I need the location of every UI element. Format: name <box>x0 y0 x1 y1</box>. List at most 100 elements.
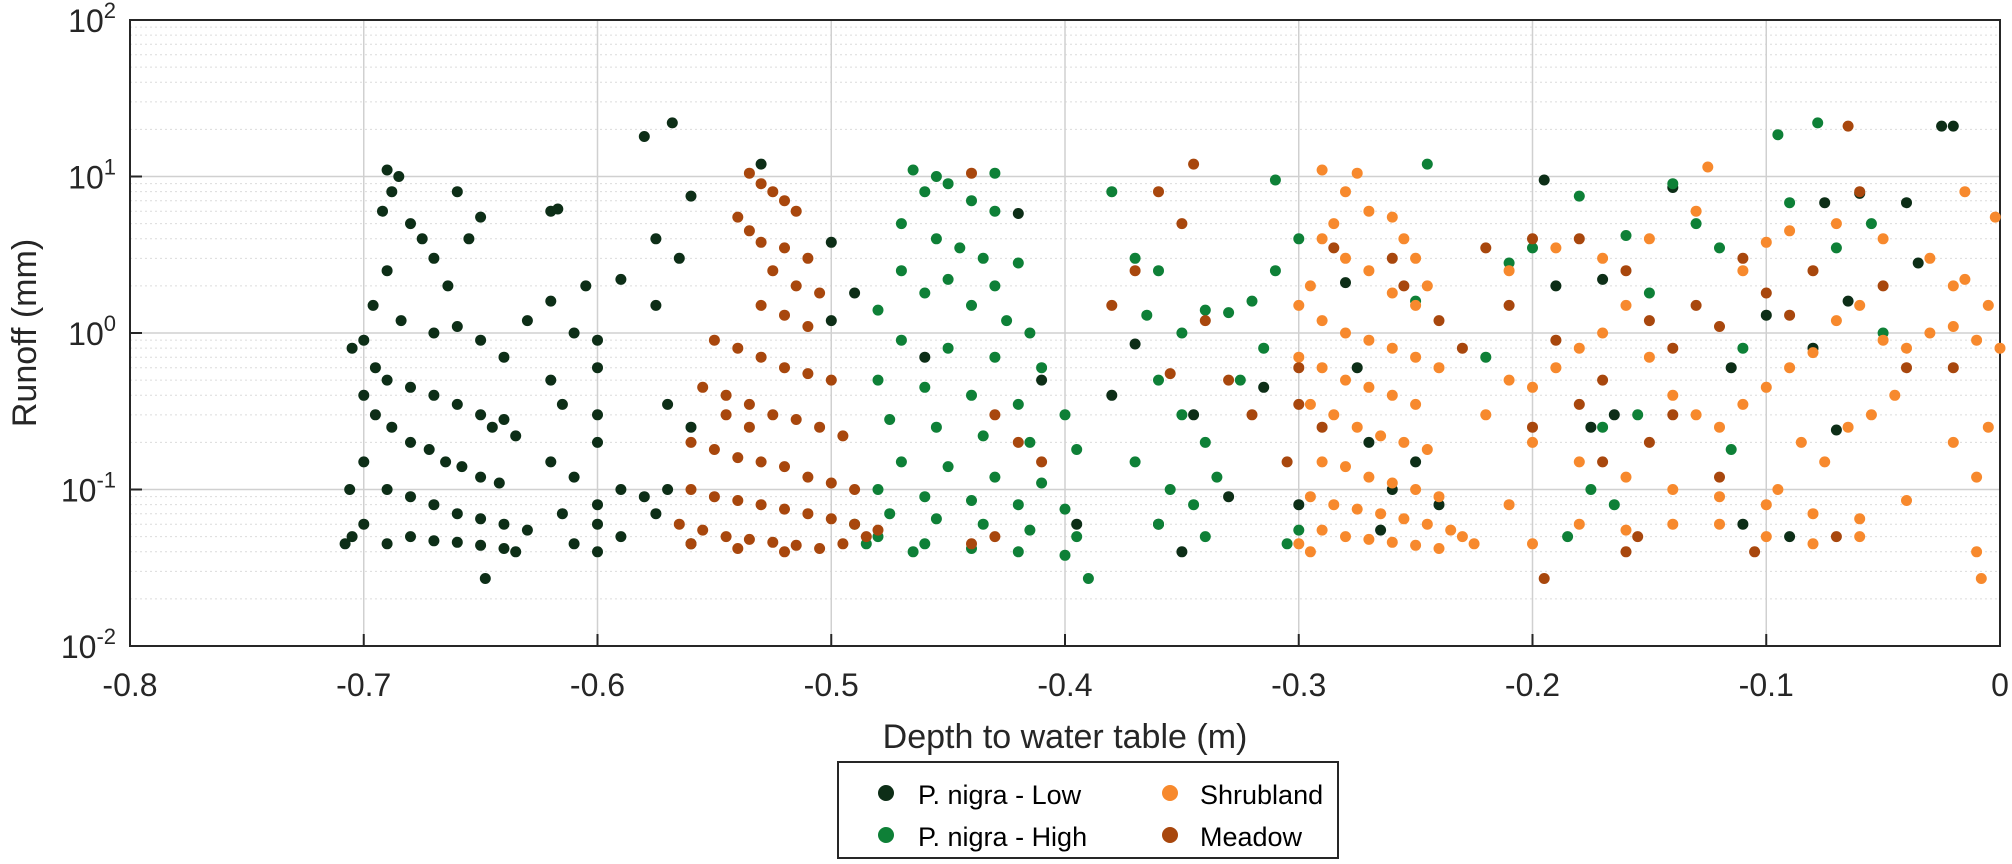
data-point <box>790 414 802 425</box>
data-point <box>1211 471 1223 483</box>
data-point <box>1819 197 1831 209</box>
data-point <box>930 233 942 245</box>
legend-box <box>837 761 1339 859</box>
data-point <box>1830 242 1842 254</box>
data-point <box>1456 342 1468 354</box>
data-point <box>1585 484 1597 495</box>
data-point <box>346 342 358 354</box>
y-tick-label: 10-1 <box>61 468 116 509</box>
data-point <box>1082 573 1094 584</box>
data-point <box>451 536 463 548</box>
data-point <box>1989 211 2001 223</box>
data-point <box>650 233 662 245</box>
data-point <box>395 315 407 327</box>
data-point <box>685 190 697 202</box>
data-point <box>1164 484 1176 495</box>
data-point <box>475 513 487 525</box>
data-point <box>1386 252 1398 264</box>
data-point <box>1620 524 1632 536</box>
data-point <box>966 495 977 506</box>
data-point <box>1316 362 1328 374</box>
data-point <box>977 430 989 442</box>
data-point <box>1316 456 1328 468</box>
data-point <box>1936 120 1948 132</box>
data-point <box>440 456 452 468</box>
data-point <box>1784 197 1796 209</box>
y-tick-label: 100 <box>68 311 116 352</box>
data-point <box>1421 280 1433 292</box>
data-point <box>767 186 779 198</box>
data-point <box>592 362 603 374</box>
data-point <box>1375 524 1387 536</box>
data-point <box>989 167 1001 179</box>
data-point <box>895 334 907 346</box>
legend-marker-meadow <box>1162 827 1178 843</box>
data-point <box>814 543 826 554</box>
data-point <box>486 421 498 433</box>
data-point <box>1059 503 1071 515</box>
data-point <box>358 334 370 346</box>
data-point <box>1842 421 1854 433</box>
data-point <box>1433 491 1445 503</box>
data-point <box>743 167 755 179</box>
data-point <box>1036 456 1048 468</box>
data-point <box>568 327 580 339</box>
data-point <box>358 456 370 468</box>
data-point <box>732 543 744 554</box>
data-point <box>779 546 790 558</box>
data-point <box>1772 484 1784 495</box>
legend-marker-shrubland <box>1162 785 1178 801</box>
data-point <box>1807 347 1819 359</box>
data-point <box>1410 539 1422 551</box>
data-point <box>1784 309 1796 321</box>
data-point <box>1527 436 1538 448</box>
data-point <box>1386 342 1398 354</box>
data-point <box>919 351 931 363</box>
data-point <box>423 444 435 455</box>
data-point <box>1351 167 1363 179</box>
data-point <box>1351 362 1363 374</box>
data-point <box>1340 531 1351 543</box>
data-point <box>552 203 564 215</box>
data-point <box>1737 265 1749 277</box>
data-point <box>545 374 557 386</box>
data-point <box>1036 362 1048 374</box>
data-point <box>884 414 896 425</box>
data-point <box>989 531 1001 543</box>
data-point <box>369 362 381 374</box>
data-point <box>1772 129 1784 141</box>
data-point <box>802 508 814 520</box>
data-point <box>779 362 790 374</box>
data-point <box>732 342 744 354</box>
data-point <box>1351 503 1363 515</box>
data-point <box>779 242 790 254</box>
data-point <box>1176 546 1188 558</box>
data-point <box>1749 546 1761 558</box>
data-point <box>1947 280 1959 292</box>
data-point <box>1106 299 1118 311</box>
data-point <box>743 533 755 545</box>
data-point <box>930 171 942 182</box>
series-p-nigra-low <box>339 117 1959 584</box>
data-point <box>386 421 398 433</box>
data-point <box>1480 242 1492 254</box>
data-point <box>666 117 678 129</box>
data-point <box>568 538 580 550</box>
data-point <box>1036 477 1048 489</box>
data-point <box>849 518 861 530</box>
data-point <box>1854 531 1866 543</box>
data-point <box>1608 409 1620 421</box>
y-tick-label: 101 <box>68 155 116 196</box>
data-point <box>732 452 744 464</box>
data-point <box>895 218 907 230</box>
data-point <box>837 430 849 442</box>
data-point <box>428 535 440 547</box>
data-point <box>1901 495 1912 506</box>
data-point <box>1807 265 1819 277</box>
data-point <box>1889 389 1901 401</box>
data-point <box>720 531 732 543</box>
data-point <box>1363 381 1375 393</box>
data-point <box>1643 436 1655 448</box>
data-point <box>498 543 510 554</box>
